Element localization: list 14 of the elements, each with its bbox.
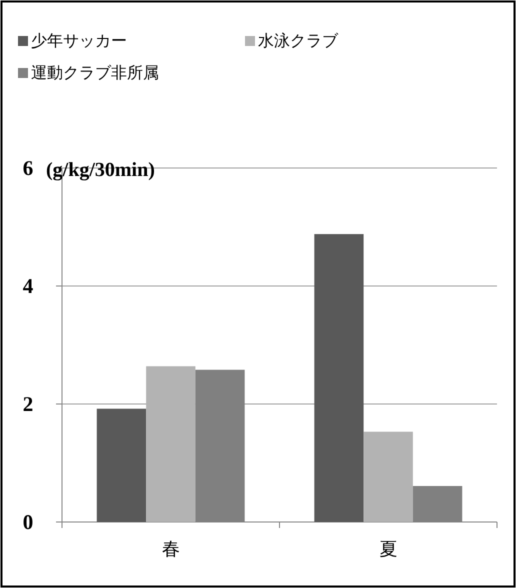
- bar: [364, 432, 413, 522]
- bar: [146, 366, 196, 522]
- x-tick-label: 夏: [379, 539, 398, 559]
- x-tick-label: 春: [162, 539, 180, 559]
- legend-label: 運動クラブ非所属: [31, 64, 159, 82]
- y-tick-label: 0: [22, 510, 34, 534]
- bar: [314, 234, 364, 522]
- legend-label: 水泳クラブ: [258, 32, 339, 50]
- y-axis-title: (g/kg/30min): [46, 159, 155, 181]
- y-tick-label: 6: [22, 156, 34, 180]
- bar: [96, 408, 146, 522]
- y-tick-label: 4: [22, 274, 34, 298]
- y-tick-label: 2: [22, 392, 34, 416]
- legend-label: 少年サッカー: [31, 32, 127, 50]
